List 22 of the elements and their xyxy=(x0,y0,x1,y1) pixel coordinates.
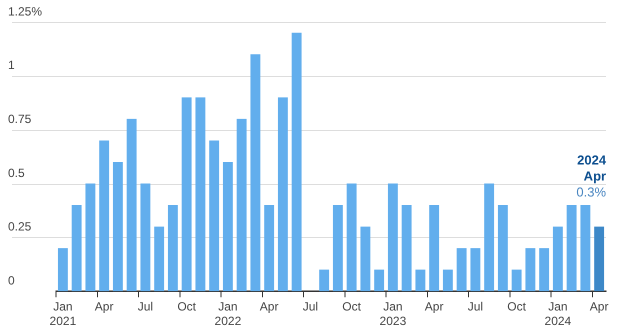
annotation: 2024 Apr xyxy=(577,152,607,184)
x-tick-label: Jan 2021 xyxy=(50,300,77,328)
x-tick-label: Oct xyxy=(177,300,197,314)
y-tick-label: 0.75 xyxy=(8,112,32,126)
x-tick-label: Jul xyxy=(468,300,484,314)
y-tick-label: 0 xyxy=(8,274,15,288)
x-tick-label: Apr xyxy=(260,300,278,314)
y-tick-label: 1.25% xyxy=(8,4,42,18)
x-tick-label: Oct xyxy=(507,300,527,314)
y-tick-label: 1 xyxy=(8,58,15,72)
y-tick-label: 0.5 xyxy=(8,166,26,180)
x-tick-label: Jan 2022 xyxy=(214,300,242,328)
x-tick-label: Jul xyxy=(138,300,154,314)
x-tick-label: Jul xyxy=(302,300,318,314)
x-tick-label: Apr xyxy=(424,300,444,314)
y-tick-label: 0.25 xyxy=(8,220,32,234)
x-tick-label: Jan 2023 xyxy=(380,300,407,328)
x-tick-label: Oct xyxy=(342,300,362,314)
x-tick-label: Apr xyxy=(590,300,608,314)
x-tick-label: Jan 2024 xyxy=(544,300,572,328)
data-label: 0.3% xyxy=(576,184,607,200)
x-tick-label: Apr xyxy=(94,300,114,314)
